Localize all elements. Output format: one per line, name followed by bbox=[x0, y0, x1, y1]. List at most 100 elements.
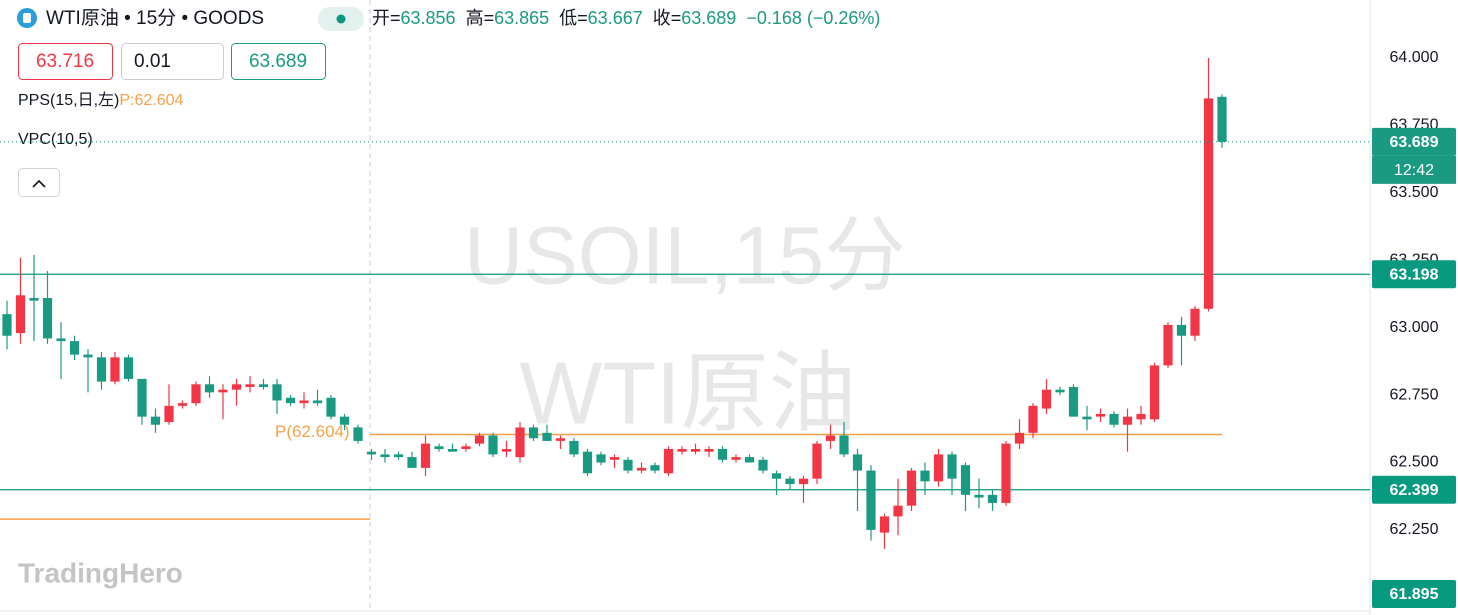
collapse-button[interactable] bbox=[18, 168, 60, 197]
countdown-box bbox=[1372, 155, 1456, 184]
candle-body bbox=[245, 384, 255, 387]
candle-body bbox=[636, 467, 647, 471]
candle-body bbox=[137, 378, 147, 417]
candle-body bbox=[83, 354, 93, 358]
candle-body bbox=[1217, 96, 1227, 142]
buy-button[interactable] bbox=[231, 43, 326, 80]
ohlc-label: 低= bbox=[559, 8, 588, 28]
candle-body bbox=[69, 341, 80, 355]
candle-body bbox=[312, 400, 323, 404]
candle-body bbox=[704, 449, 714, 452]
candle-body bbox=[326, 397, 336, 417]
candle-body bbox=[758, 459, 768, 471]
candle-body bbox=[447, 449, 458, 452]
candle-body bbox=[96, 357, 107, 382]
candle-body bbox=[164, 405, 174, 423]
y-tick-label: 63.000 bbox=[1390, 319, 1439, 336]
candle-body bbox=[123, 357, 134, 379]
candle-body bbox=[852, 454, 863, 471]
plot: 64.00063.75063.50063.25063.00062.75062.5… bbox=[0, 49, 1456, 608]
candle-body bbox=[15, 295, 26, 334]
candle-body bbox=[1014, 432, 1025, 444]
candle-body bbox=[461, 446, 471, 450]
candle-body bbox=[299, 400, 309, 404]
candle-body bbox=[609, 457, 620, 460]
candle-body bbox=[893, 505, 903, 517]
candle-body bbox=[339, 416, 350, 425]
candle-body bbox=[29, 297, 39, 301]
candle-body bbox=[393, 454, 404, 458]
level-label-box bbox=[1372, 260, 1456, 289]
candle-body bbox=[1095, 413, 1106, 417]
indicator-value: P:62.604 bbox=[119, 92, 183, 109]
candle-body bbox=[1203, 98, 1214, 309]
candle-body bbox=[353, 427, 363, 441]
candle-body bbox=[974, 494, 984, 498]
level-label-box bbox=[1372, 475, 1456, 504]
candle-body bbox=[987, 494, 998, 503]
candle-body bbox=[110, 357, 120, 382]
candle-body bbox=[663, 449, 674, 474]
candle-body bbox=[1122, 416, 1133, 425]
level-label: 62.399 bbox=[1390, 482, 1439, 499]
candle-body bbox=[501, 449, 512, 452]
candle-body bbox=[204, 384, 215, 393]
candle-body bbox=[1055, 389, 1065, 393]
candle-body bbox=[717, 449, 728, 460]
candle-body bbox=[906, 470, 917, 506]
indicator-vpc[interactable]: VPC(10,5) bbox=[18, 131, 93, 148]
candle-body bbox=[218, 389, 228, 393]
ohlc-label: 收= bbox=[653, 8, 682, 28]
candle-body bbox=[596, 454, 606, 463]
candle-body bbox=[1149, 365, 1160, 420]
indicator-name: PPS(15,日,左) bbox=[18, 91, 119, 109]
market-status-dot bbox=[336, 14, 346, 24]
candle-body bbox=[650, 465, 660, 471]
candle-body bbox=[825, 435, 836, 441]
candle-body bbox=[866, 470, 876, 530]
quantity[interactable]: 0.01 bbox=[134, 51, 171, 72]
candle-body bbox=[690, 449, 701, 452]
ohlc-value: 63.689 bbox=[681, 8, 736, 28]
candle-body bbox=[1028, 405, 1038, 433]
candle-body bbox=[798, 478, 809, 485]
candle-body bbox=[1082, 416, 1092, 420]
candle-body bbox=[56, 338, 66, 342]
y-tick-label: 62.750 bbox=[1390, 386, 1439, 403]
candle-body bbox=[1136, 413, 1146, 420]
sell-price[interactable]: 63.716 bbox=[36, 51, 94, 72]
candle-body bbox=[515, 427, 525, 458]
candle-body bbox=[191, 384, 201, 404]
candle-body bbox=[731, 457, 741, 460]
candle-body bbox=[1190, 308, 1200, 336]
ohlc-value: 63.667 bbox=[588, 8, 643, 28]
candle-body bbox=[150, 416, 161, 425]
watermark: WTI原油 bbox=[519, 343, 856, 442]
candle-body bbox=[474, 435, 485, 444]
y-tick-label: 62.500 bbox=[1390, 454, 1439, 471]
candle-body bbox=[420, 443, 431, 468]
quantity-input[interactable] bbox=[121, 43, 224, 80]
symbol-title[interactable]: WTI原油 • 15分 • GOODS bbox=[46, 7, 264, 29]
ohlc-value: 63.856 bbox=[401, 8, 456, 28]
level-label: 63.198 bbox=[1390, 266, 1439, 283]
candle-body bbox=[407, 457, 417, 468]
symbol-icon-glyph bbox=[23, 13, 31, 23]
sell-button[interactable] bbox=[18, 43, 113, 80]
candle-body bbox=[1001, 443, 1011, 503]
ohlc-change: −0.168 (−0.26%) bbox=[746, 8, 880, 28]
last-price-label-box bbox=[1372, 127, 1456, 156]
ohlc-legend: 开=63.856 高=63.865 低=63.667 收=63.689 −0.168 (… bbox=[372, 8, 880, 28]
candle-body bbox=[785, 478, 795, 485]
watermark: USOIL,15分 bbox=[464, 211, 906, 302]
buy-price[interactable]: 63.689 bbox=[249, 51, 307, 72]
candle-body bbox=[42, 297, 53, 339]
candle-body bbox=[272, 384, 282, 401]
candle-body bbox=[1176, 324, 1187, 336]
candle-body bbox=[1163, 324, 1173, 366]
candle-body bbox=[528, 427, 539, 439]
logo: TradingHero bbox=[18, 557, 183, 588]
candle-body bbox=[1068, 386, 1079, 417]
indicator-pps[interactable]: PPS(15,日,左)P:62.604 bbox=[18, 91, 184, 109]
